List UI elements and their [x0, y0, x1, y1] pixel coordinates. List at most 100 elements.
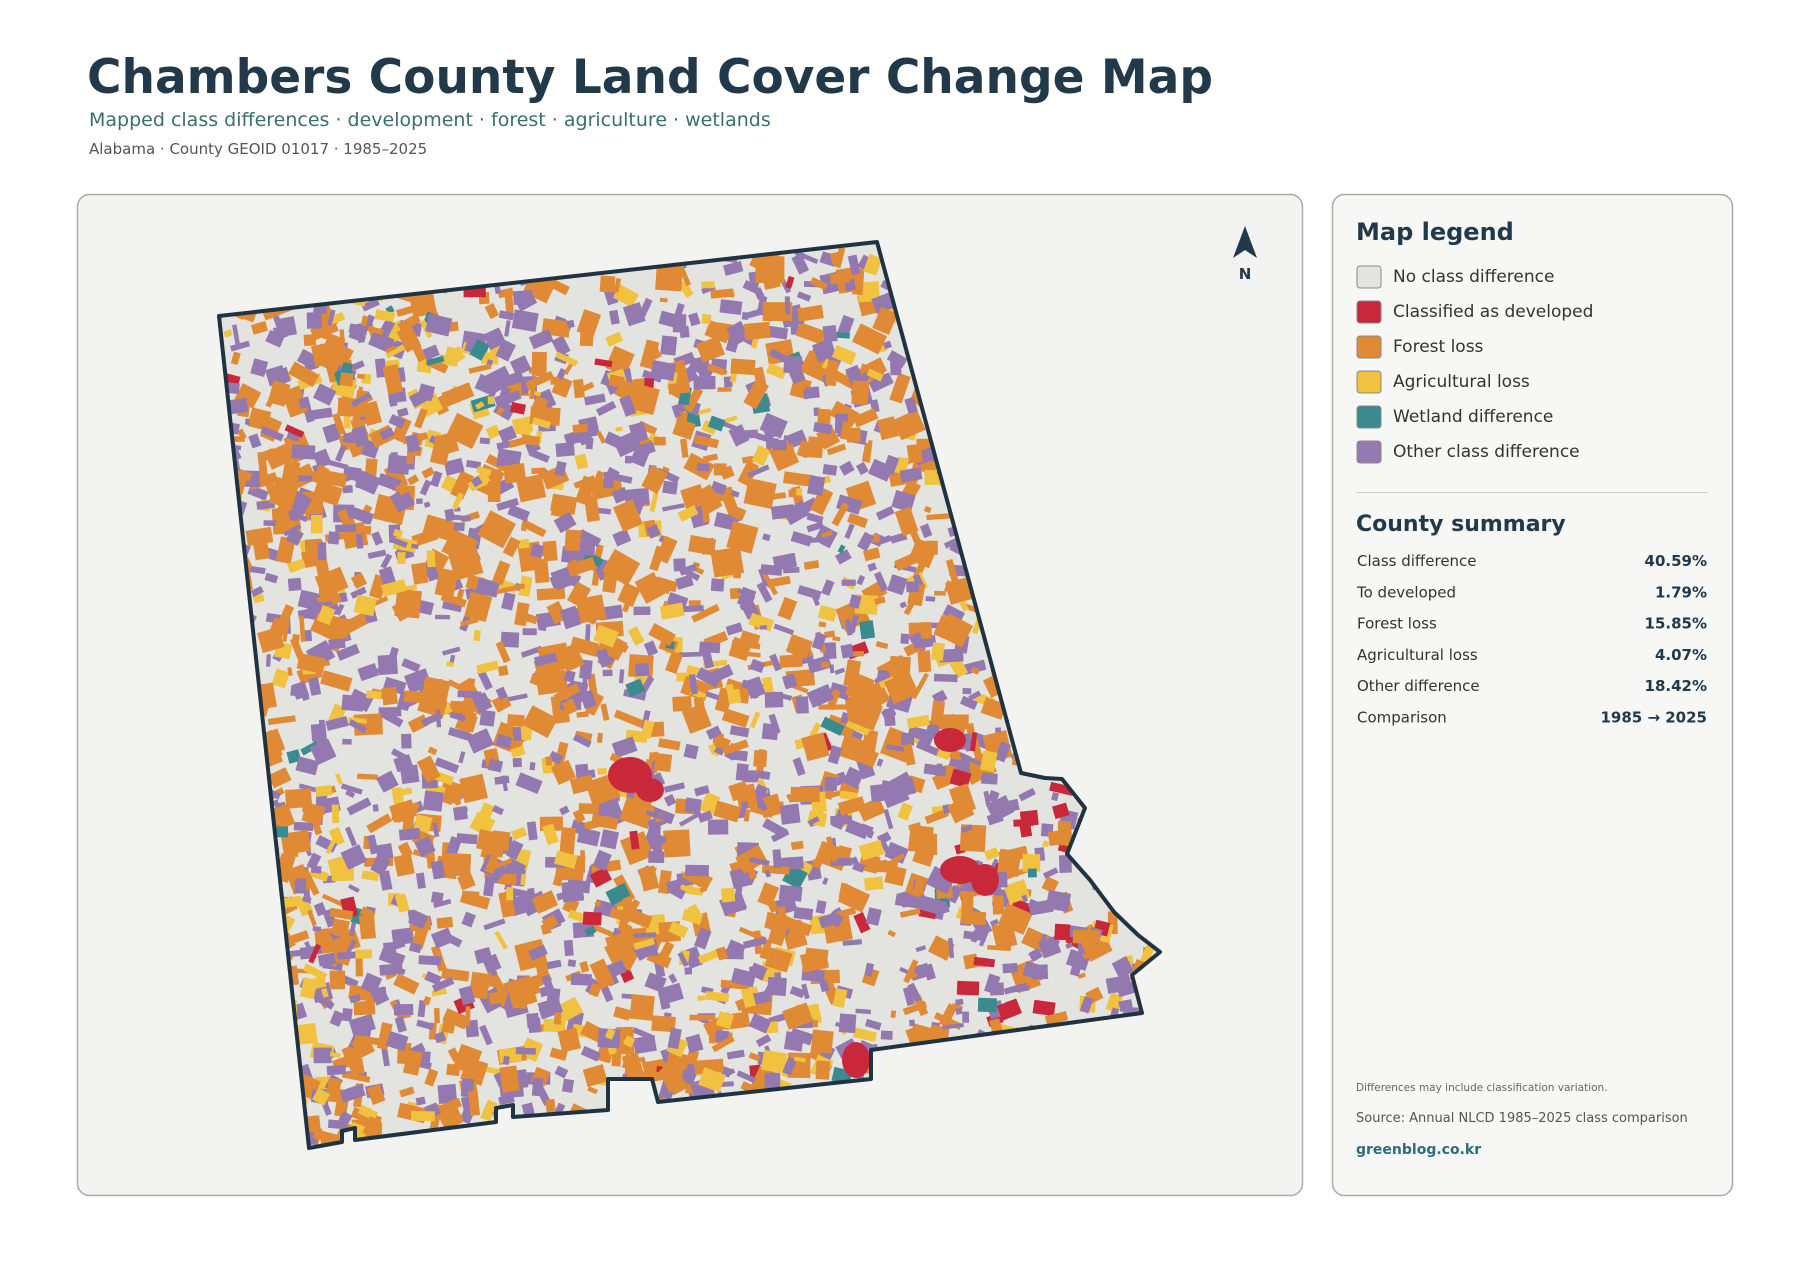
patch: [353, 1000, 376, 1016]
patch: [512, 726, 522, 741]
patch: [354, 525, 372, 535]
patch: [567, 879, 591, 894]
patch: [900, 732, 915, 746]
patch: [857, 797, 886, 822]
patch: [651, 1015, 676, 1033]
patch: [578, 803, 600, 815]
patch: [393, 853, 415, 877]
patch: [644, 972, 667, 993]
patch: [726, 939, 747, 956]
patch: [773, 623, 795, 636]
patch: [364, 458, 378, 477]
patch: [959, 695, 978, 711]
patch: [479, 709, 496, 727]
patch: [358, 914, 376, 940]
patch: [397, 313, 421, 333]
patch: [441, 1019, 456, 1034]
patch: [1049, 781, 1075, 796]
patch: [655, 264, 684, 292]
patch: [266, 654, 271, 667]
patch: [250, 358, 269, 377]
patch: [741, 801, 749, 810]
patch: [252, 593, 265, 604]
legend-swatch: [1356, 440, 1382, 464]
patch: [934, 590, 946, 596]
patch: [749, 658, 766, 673]
patch: [313, 1047, 332, 1064]
patch: [891, 490, 916, 513]
patch: [652, 842, 662, 853]
patch: [306, 312, 322, 329]
patch: [495, 733, 513, 749]
patch: [300, 741, 320, 756]
patch: [866, 829, 875, 839]
patch: [330, 918, 350, 938]
patch: [735, 763, 749, 782]
patch: [1054, 923, 1071, 941]
patch: [1077, 972, 1086, 980]
patch: [697, 995, 706, 1001]
title: Chambers County Land Cover Change Map: [87, 50, 1213, 105]
patch: [499, 1065, 520, 1093]
patch: [863, 876, 884, 891]
patch: [418, 955, 442, 966]
patch: [350, 586, 367, 599]
patch: [890, 1010, 897, 1018]
legend-swatch: [1356, 405, 1382, 429]
patch: [317, 542, 327, 561]
patch: [589, 866, 612, 888]
patch: [580, 1045, 601, 1062]
patch: [312, 976, 327, 989]
summary-value: 1.79%: [1655, 583, 1707, 601]
patch: [430, 927, 454, 949]
patch: [559, 996, 584, 1021]
patch: [986, 811, 1004, 826]
patch: [340, 844, 367, 870]
patch: [612, 528, 632, 547]
patch: [602, 472, 615, 489]
patch: [688, 312, 701, 327]
patch: [282, 620, 290, 642]
patch: [701, 281, 715, 289]
patch: [826, 443, 847, 456]
patch: [906, 443, 923, 464]
patch: [252, 539, 270, 561]
patch: [529, 762, 536, 771]
patch: [648, 851, 665, 863]
patch: [612, 284, 639, 308]
patch: [381, 1046, 390, 1067]
patch: [567, 959, 577, 968]
patch: [949, 768, 972, 789]
patch: [291, 634, 300, 645]
patch: [341, 1008, 353, 1022]
legend-swatch: [1356, 265, 1382, 289]
patch: [340, 783, 363, 795]
patch: [416, 498, 423, 505]
patch: [846, 427, 861, 443]
patch: [388, 646, 399, 661]
patch: [725, 622, 743, 636]
patch: [837, 314, 855, 337]
patch: [310, 514, 323, 534]
patch: [510, 826, 528, 840]
patch: [987, 789, 1000, 804]
patch: [678, 280, 694, 299]
patch: [633, 606, 651, 616]
patch: [821, 530, 833, 538]
patch: [678, 651, 703, 658]
patch: [572, 378, 585, 399]
patch: [263, 520, 277, 527]
patch: [622, 302, 646, 327]
patch: [697, 810, 713, 823]
patch: [773, 439, 787, 451]
patch: [970, 666, 981, 675]
patch: [829, 272, 850, 284]
patch: [559, 827, 576, 856]
patch: [587, 1086, 598, 1095]
patch: [930, 642, 945, 661]
patch: [310, 723, 327, 742]
patch: [717, 387, 732, 392]
patch: [742, 770, 759, 783]
patch: [434, 757, 460, 774]
patch: [810, 537, 818, 543]
